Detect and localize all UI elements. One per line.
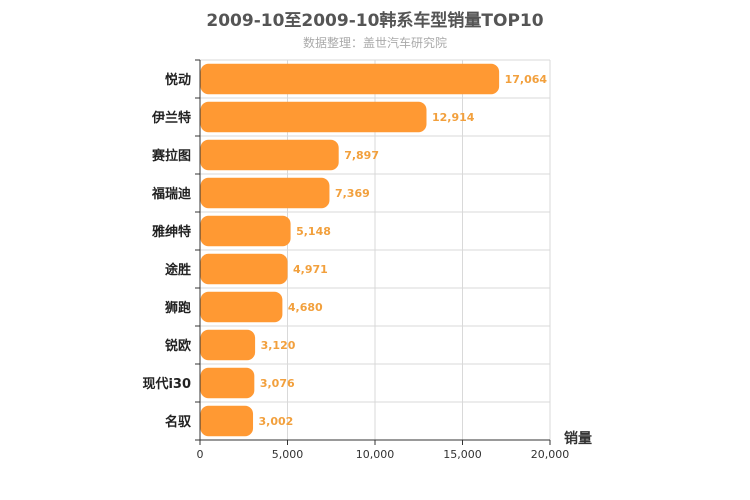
bar [200, 177, 330, 209]
bar [200, 291, 283, 323]
data-label: 5,148 [296, 225, 331, 238]
category-label: 伊兰特 [151, 110, 191, 126]
category-label: 狮跑 [164, 300, 191, 316]
x-tick-label: 0 [197, 448, 204, 461]
data-label: 3,120 [261, 339, 296, 352]
x-tick-label: 20,000 [531, 448, 570, 461]
chart-title: 2009-10至2009-10韩系车型销量TOP10 [206, 11, 544, 31]
bar [200, 405, 254, 437]
x-tick-label: 5,000 [272, 448, 304, 461]
data-label: 4,971 [293, 263, 328, 276]
category-label: 福瑞迪 [151, 186, 191, 202]
category-label: 悦动 [165, 72, 191, 88]
data-label: 7,897 [344, 149, 379, 162]
bar [200, 139, 339, 171]
category-label: 名驭 [165, 414, 192, 430]
bar [200, 329, 256, 361]
x-tick-label: 15,000 [443, 448, 482, 461]
bar [200, 253, 288, 285]
category-label: 途胜 [165, 262, 191, 278]
bar [200, 63, 500, 95]
category-label: 现代i30 [142, 376, 191, 392]
category-label: 雅绅特 [152, 224, 191, 240]
data-label: 7,369 [335, 187, 370, 200]
category-label: 赛拉图 [151, 148, 191, 164]
bar [200, 367, 255, 399]
x-axis-title: 销量 [564, 430, 592, 447]
data-label: 3,002 [259, 415, 294, 428]
bar [200, 101, 427, 133]
data-label: 4,680 [288, 301, 323, 314]
bar [200, 215, 291, 247]
data-label: 3,076 [260, 377, 295, 390]
x-tick-label: 10,000 [356, 448, 395, 461]
category-label: 锐欧 [165, 338, 191, 354]
data-label: 17,064 [505, 73, 548, 86]
data-label: 12,914 [432, 111, 475, 124]
chart-subtitle: 数据整理：盖世汽车研究院 [302, 36, 447, 50]
